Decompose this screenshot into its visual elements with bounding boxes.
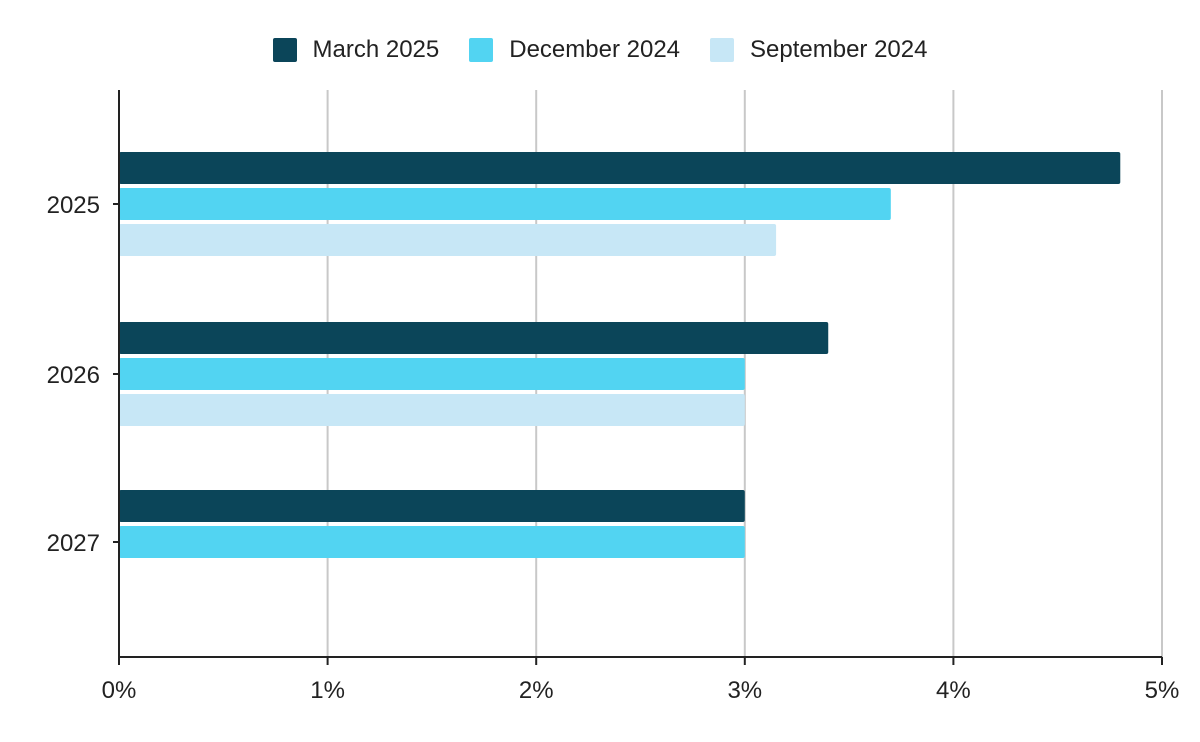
bar — [119, 188, 891, 220]
x-tick-label: 5% — [1145, 677, 1180, 704]
bar — [119, 358, 745, 390]
y-category-label: 2027 — [47, 530, 100, 557]
y-category-label: 2026 — [47, 362, 100, 389]
bar — [119, 490, 745, 522]
x-tick-label: 3% — [727, 677, 762, 704]
legend-item-december-2024: December 2024 — [469, 36, 680, 64]
legend-item-march-2025: March 2025 — [272, 36, 440, 64]
legend-label-december-2024: December 2024 — [509, 36, 681, 63]
x-tick-label: 1% — [310, 677, 345, 704]
x-tick-label: 4% — [936, 677, 971, 704]
x-tick-label: 0% — [102, 677, 137, 704]
bar — [119, 394, 745, 426]
legend-label-march-2025: March 2025 — [312, 36, 440, 63]
bar — [119, 224, 777, 256]
legend-item-september-2024: September 2024 — [710, 36, 927, 64]
legend-swatch-march-2025 — [272, 38, 297, 62]
legend-label-september-2024: September 2024 — [750, 36, 928, 63]
x-tick-label: 2% — [519, 677, 554, 704]
bar — [119, 526, 745, 558]
legend: March 2025 December 2024 September 2024 — [0, 30, 1200, 70]
y-category-label: 2025 — [47, 192, 100, 219]
bar — [119, 322, 829, 354]
bar — [119, 152, 1121, 184]
legend-swatch-september-2024 — [710, 38, 735, 62]
legend-swatch-december-2024 — [469, 38, 494, 62]
